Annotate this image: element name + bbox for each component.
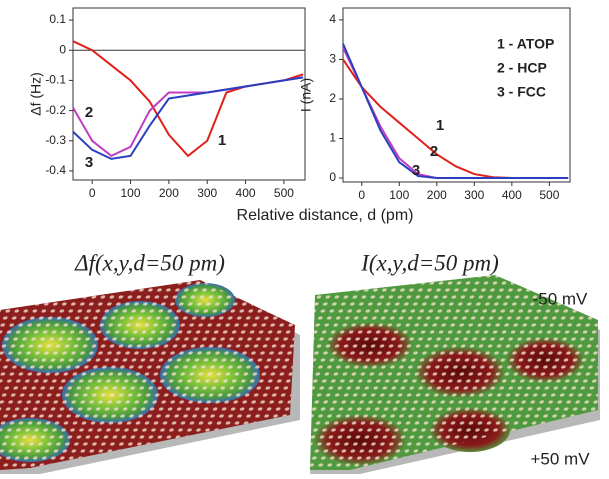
curve-label: 3 [412,162,420,179]
x-tick-label: 300 [197,186,217,200]
x-tick-label: 0 [358,188,365,202]
y-tick-label: 0 [59,42,66,56]
data-line [72,76,304,160]
x-tick-label: 200 [427,188,447,202]
x-axis-label: Relative distance, d (pm) [237,207,414,224]
curve-label: 2 [85,104,93,121]
x-tick-label: 0 [89,186,96,200]
image-title: I(x,y,d=50 pm) [360,250,499,275]
y-tick-label: 3 [329,52,336,66]
y-tick-label: 4 [329,12,336,26]
y-tick-label: 1 [329,131,336,145]
y-tick-label: -0.3 [45,133,66,147]
x-tick-label: 100 [121,186,141,200]
bias-label: -50 mV [533,289,588,308]
legend-entry: 1 - ATOP [497,36,554,52]
data-line [72,76,304,158]
y-tick-label: -0.4 [45,163,66,177]
curve-label: 1 [436,117,444,134]
x-tick-label: 300 [464,188,484,202]
x-tick-label: 400 [502,188,522,202]
y-tick-label: -0.1 [45,73,66,87]
surface-image-right [310,275,600,474]
y-tick-label: 0 [329,170,336,184]
legend-entry: 3 - FCC [497,84,546,100]
bias-label: +50 mV [530,449,590,468]
image-title: Δf(x,y,d=50 pm) [74,250,225,275]
curve-label: 2 [430,143,438,160]
x-tick-label: 500 [539,188,559,202]
legend-entry: 2 - HCP [497,60,547,76]
x-tick-label: 400 [236,186,256,200]
y-tick-label: -0.2 [45,103,66,117]
x-tick-label: 100 [389,188,409,202]
plot-frame [72,7,306,181]
x-tick-label: 500 [274,186,294,200]
curve-label: 1 [218,132,226,149]
data-line [72,40,304,158]
y-axis-label: I (nA) [298,78,314,112]
data-line [342,43,569,180]
surface-image-left [0,280,300,474]
y-axis-label: Δf (Hz) [28,72,44,116]
plot-frame [342,7,571,183]
curve-label: 3 [85,154,93,171]
x-tick-label: 200 [159,186,179,200]
y-tick-label: 0.1 [49,12,66,26]
y-tick-label: 2 [329,91,336,105]
